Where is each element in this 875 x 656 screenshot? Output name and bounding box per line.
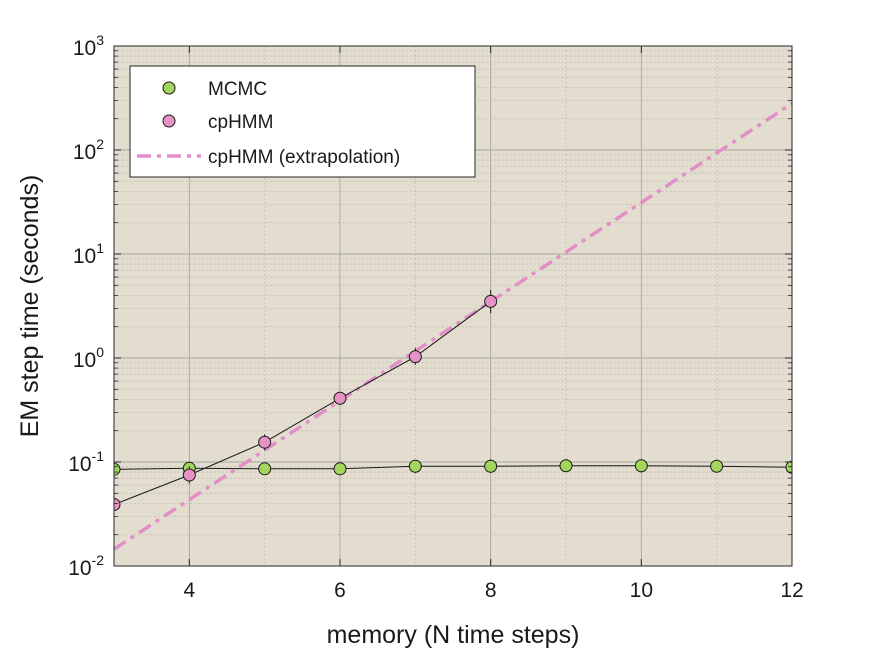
legend-box [129,65,476,178]
x-tick-label: 10 [630,579,653,602]
legend-entry-cphmm-extrapolation: cpHMM (extrapolation) [137,147,400,168]
y-tick-label: 101 [73,240,104,268]
y-tick-exponent: -2 [92,552,105,568]
series-cphmm-point [114,498,121,512]
y-tick-exponent: 3 [96,32,104,48]
series-mcmc-point [634,459,648,473]
y-tick-label: 103 [73,32,104,60]
series-mcmc-point [258,462,272,476]
series-cphmm [114,290,498,512]
series-cphmm-point [333,391,347,405]
series-cphmm-line [114,301,491,505]
x-tick-label: 12 [780,579,803,602]
y-tick-base: 10 [73,349,96,372]
series-mcmc-point [559,459,573,473]
legend-marker-mcmc [162,81,176,95]
y-tick-base: 10 [73,245,96,268]
legend-entry-cphmm: cpHMM [162,112,273,133]
x-tick-label: 4 [183,579,195,602]
legend-label-cphmm: cpHMM [208,112,273,133]
series-cphmm-point [484,294,498,308]
y-tick-base: 10 [73,141,96,164]
legend-label-cphmm-extrapolation: cpHMM (extrapolation) [208,147,400,168]
series-cphmm-point [258,435,272,449]
y-tick-exponent: 2 [96,136,104,152]
y-tick-base: 10 [68,453,91,476]
series-cphmm-point [408,350,422,364]
series-cphmm-point [182,468,196,482]
legend-marker-cphmm [162,114,176,128]
y-tick-label: 100 [73,344,104,372]
y-tick-exponent: 1 [96,240,104,256]
x-tick-label: 8 [485,579,497,602]
x-tick-label: 6 [334,579,346,602]
series-layer [114,102,792,551]
series-mcmc-point [785,460,792,474]
legend: MCMC cpHMM cpHMM (extrapolation) [129,65,476,178]
y-tick-label: 10-2 [68,552,104,580]
series-mcmc-point [710,459,724,473]
y-tick-label: 10-1 [68,448,104,476]
legend-label-mcmc: MCMC [208,79,267,100]
ticks [114,45,793,567]
y-axis-title: EM step time (seconds) [16,175,44,438]
y-tick-base: 10 [68,557,91,580]
series-mcmc-point [333,462,347,476]
series-mcmc-point [484,459,498,473]
legend-entry-mcmc: MCMC [162,79,267,100]
series-mcmc-line [114,465,792,470]
series-mcmc-point [408,459,422,473]
y-tick-base: 10 [73,37,96,60]
y-tick-exponent: -1 [92,448,105,464]
y-tick-exponent: 0 [96,344,104,360]
plot-frame [113,45,793,567]
x-axis-title: memory (N time steps) [327,621,580,649]
y-tick-label: 102 [73,136,104,164]
